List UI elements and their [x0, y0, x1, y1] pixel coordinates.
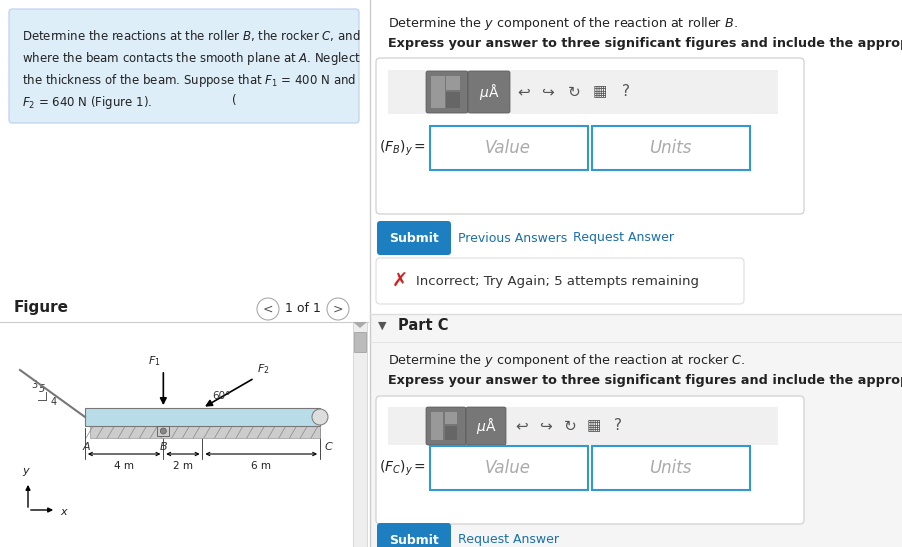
Bar [592, 126, 750, 170]
Text: $F_2$ = 640 N (Figure 1).: $F_2$ = 640 N (Figure 1). [22, 94, 152, 111]
Circle shape [161, 428, 166, 434]
Bar [353, 322, 366, 547]
Text: Determine the $y$ component of the reaction at roller $B$.: Determine the $y$ component of the react… [388, 15, 737, 32]
Bar [445, 426, 456, 440]
Bar [0, 0, 368, 547]
FancyBboxPatch shape [375, 396, 803, 524]
Text: 4: 4 [51, 397, 57, 407]
Text: Determine the $y$ component of the reaction at rocker $C$.: Determine the $y$ component of the react… [388, 352, 744, 369]
Text: 3: 3 [31, 380, 37, 390]
Text: 2 m: 2 m [172, 461, 193, 471]
Text: ✗: ✗ [391, 271, 408, 290]
Bar [592, 446, 750, 490]
Bar [430, 412, 443, 440]
Text: $F_2$: $F_2$ [257, 362, 270, 376]
Text: Value: Value [484, 459, 530, 477]
Polygon shape [353, 322, 366, 328]
Text: ▦: ▦ [592, 84, 606, 100]
Text: ?: ? [621, 84, 630, 100]
FancyBboxPatch shape [465, 407, 505, 445]
FancyBboxPatch shape [9, 9, 359, 123]
FancyBboxPatch shape [376, 523, 450, 547]
Circle shape [312, 409, 327, 425]
Bar [388, 70, 778, 114]
Text: $A$: $A$ [82, 440, 92, 452]
Text: 60°: 60° [212, 391, 231, 401]
Bar [157, 426, 170, 436]
Text: the thickness of the beam. Suppose that $F_1$ = 400 N and: the thickness of the beam. Suppose that … [22, 72, 355, 89]
Bar [90, 426, 319, 438]
Text: ▦: ▦ [586, 418, 601, 434]
Text: (: ( [232, 94, 236, 107]
Text: 4 m: 4 m [114, 461, 134, 471]
Text: ▼: ▼ [377, 321, 386, 331]
Bar [429, 126, 587, 170]
Text: ↪: ↪ [539, 418, 552, 434]
Text: $x$: $x$ [60, 507, 69, 517]
Text: Value: Value [484, 139, 530, 157]
Text: $\mu\mathrm{\AA}$: $\mu\mathrm{\AA}$ [475, 416, 496, 436]
Text: Previous Answers: Previous Answers [457, 231, 566, 245]
Text: ↩: ↩ [515, 418, 528, 434]
Bar [370, 314, 902, 547]
Text: Determine the reactions at the roller $\mathit{B}$, the rocker $\mathit{C}$, and: Determine the reactions at the roller $\… [22, 28, 360, 43]
FancyBboxPatch shape [375, 58, 803, 214]
Bar [85, 408, 319, 426]
Text: Units: Units [649, 139, 690, 157]
Text: Request Answer: Request Answer [573, 231, 673, 245]
Text: Figure: Figure [14, 300, 69, 315]
Text: Part C: Part C [398, 318, 448, 334]
Text: $y$: $y$ [22, 466, 31, 478]
Text: where the beam contacts the smooth plane at $\mathit{A}$. Neglect: where the beam contacts the smooth plane… [22, 50, 361, 67]
Bar [354, 332, 365, 352]
Text: ↻: ↻ [563, 418, 575, 434]
Text: Submit: Submit [389, 533, 438, 546]
Bar [445, 412, 456, 424]
FancyBboxPatch shape [426, 71, 467, 113]
Text: >: > [332, 302, 343, 316]
Text: Express your answer to three significant figures and include the appropriate uni: Express your answer to three significant… [388, 374, 902, 387]
Text: Units: Units [649, 459, 690, 477]
Text: 5: 5 [39, 384, 45, 394]
Text: Request Answer: Request Answer [457, 533, 558, 546]
Text: <: < [262, 302, 273, 316]
FancyBboxPatch shape [467, 71, 510, 113]
Text: Incorrect; Try Again; 5 attempts remaining: Incorrect; Try Again; 5 attempts remaini… [416, 275, 698, 288]
FancyBboxPatch shape [375, 258, 743, 304]
Text: 6 m: 6 m [251, 461, 271, 471]
Text: $\mu\mathrm{\AA}$: $\mu\mathrm{\AA}$ [478, 82, 499, 102]
FancyBboxPatch shape [426, 407, 465, 445]
Text: $F_1$: $F_1$ [148, 354, 161, 368]
Bar [446, 76, 459, 90]
Text: ?: ? [613, 418, 621, 434]
Text: ↪: ↪ [541, 84, 554, 100]
FancyBboxPatch shape [376, 221, 450, 255]
Bar [430, 76, 445, 108]
Text: 1 of 1: 1 of 1 [285, 302, 320, 316]
Text: ↻: ↻ [567, 84, 580, 100]
Bar [429, 446, 587, 490]
Text: $B$: $B$ [159, 440, 168, 452]
Bar [370, 0, 902, 547]
Bar [446, 92, 459, 108]
Text: $(F_B)_y =$: $(F_B)_y =$ [379, 138, 426, 158]
Text: $C$: $C$ [324, 440, 334, 452]
Text: Express your answer to three significant figures and include the appropriate uni: Express your answer to three significant… [388, 37, 902, 50]
Text: $(F_C)_y =$: $(F_C)_y =$ [379, 458, 426, 478]
Text: ↩: ↩ [517, 84, 529, 100]
Text: Submit: Submit [389, 231, 438, 245]
Bar [388, 407, 778, 445]
